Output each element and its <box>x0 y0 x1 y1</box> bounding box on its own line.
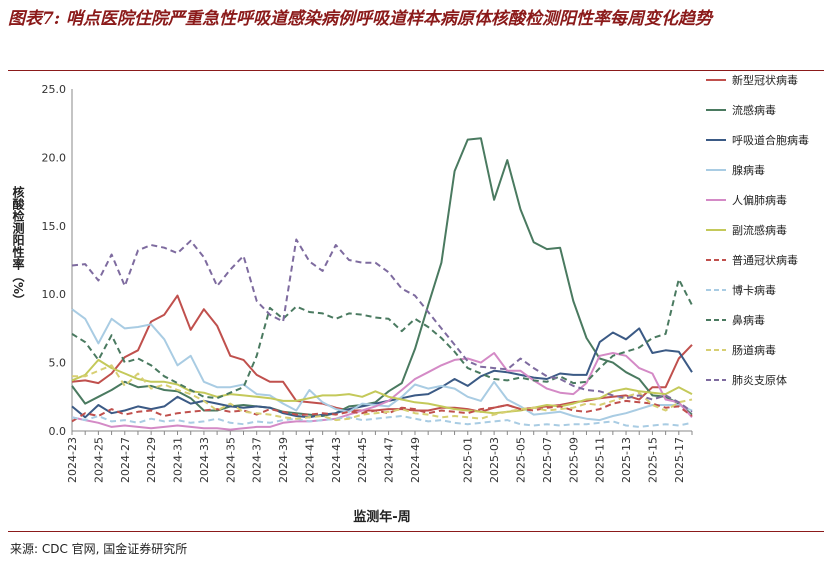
y-tick-label: 10.0 <box>42 288 67 301</box>
x-tick-label: 2025-05 <box>515 437 528 483</box>
legend-label: 人偏肺病毒 <box>732 193 787 207</box>
x-tick-label: 2024-23 <box>66 437 79 483</box>
x-tick-label: 2024-45 <box>356 437 369 483</box>
legend-label: 腺病毒 <box>732 163 765 177</box>
series-line-7 <box>71 415 693 428</box>
x-axis-ticks: 2024-23 2024-25 2024-27 2024-29 2024-31 2024-… <box>66 430 693 483</box>
x-tick-label: 2024-31 <box>172 437 185 483</box>
x-tick-label: 2024-27 <box>119 437 132 483</box>
chart-title: 图表7: 哨点医院住院严重急性呼吸道感染病例呼吸道样本病原体核酸检测阳性率每周变… <box>8 9 713 29</box>
legend-label: 副流感病毒 <box>732 223 787 237</box>
x-tick-label: 2024-41 <box>303 437 316 483</box>
series-line-6 <box>71 399 693 423</box>
title-divider <box>8 70 824 71</box>
y-tick-label: 15.0 <box>42 220 67 233</box>
x-tick-label: 2024-29 <box>145 437 158 483</box>
x-tick-label: 2025-17 <box>673 437 686 483</box>
x-tick-label: 2025-07 <box>541 437 554 483</box>
x-tick-label: 2025-03 <box>488 437 501 483</box>
legend-label: 流感病毒 <box>732 103 776 117</box>
series-line-9 <box>72 364 693 422</box>
x-tick-label: 2025-09 <box>567 437 580 483</box>
legend-label: 肠道病毒 <box>732 343 776 357</box>
series-line-1 <box>71 137 693 417</box>
legend-label: 博卡病毒 <box>732 283 776 297</box>
x-tick-label: 2024-43 <box>330 437 343 483</box>
x-tick-label: 2025-01 <box>462 437 475 483</box>
y-tick-label: 20.0 <box>42 151 67 164</box>
x-tick-label: 2024-37 <box>251 437 264 483</box>
x-tick-label: 2025-15 <box>646 437 659 483</box>
x-tick-label: 2024-25 <box>92 437 105 483</box>
y-tick-label: 5.0 <box>49 357 67 370</box>
x-tick-label: 2025-13 <box>620 437 633 483</box>
series-line-10 <box>71 238 693 413</box>
x-tick-label: 2024-47 <box>383 437 396 483</box>
y-axis-label: 核酸检测阳性率（%） <box>11 186 25 307</box>
legend: 新型冠状病毒流感病毒呼吸道合胞病毒腺病毒人偏肺病毒副流感病毒普通冠状病毒博卡病毒… <box>706 73 809 387</box>
y-axis-ticks: 0.0 5.0 10.0 15.0 20.0 25.0 <box>42 83 73 438</box>
series-line-0 <box>71 294 693 413</box>
x-tick-label: 2024-33 <box>198 437 211 483</box>
y-tick-label: 0.0 <box>49 425 67 438</box>
x-tick-label: 2024-35 <box>224 437 237 483</box>
footer-divider <box>8 531 824 532</box>
legend-label: 肺炎支原体 <box>732 373 787 387</box>
source-note: 来源: CDC 官网, 国金证券研究所 <box>10 542 188 556</box>
x-tick-label: 2024-39 <box>277 437 290 483</box>
series-line-2 <box>71 327 693 419</box>
legend-label: 普通冠状病毒 <box>732 253 798 267</box>
series-line-8 <box>71 278 693 400</box>
legend-label: 新型冠状病毒 <box>732 73 798 87</box>
legend-label: 呼吸道合胞病毒 <box>732 133 809 147</box>
series-lines <box>71 137 693 431</box>
x-tick-label: 2024-49 <box>409 437 422 483</box>
y-tick-label: 25.0 <box>42 83 67 96</box>
x-tick-label: 2025-11 <box>594 437 607 483</box>
series-line-5 <box>71 358 693 415</box>
legend-label: 鼻病毒 <box>732 313 765 327</box>
x-axis-label: 监测年-周 <box>353 509 410 525</box>
series-line-3 <box>71 308 693 422</box>
